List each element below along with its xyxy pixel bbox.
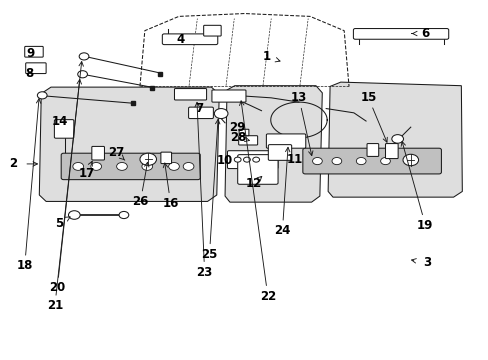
- FancyBboxPatch shape: [26, 63, 46, 73]
- Circle shape: [119, 211, 128, 219]
- Text: 8: 8: [25, 67, 34, 80]
- Text: 29: 29: [229, 121, 245, 134]
- FancyBboxPatch shape: [211, 90, 245, 102]
- FancyBboxPatch shape: [25, 46, 43, 57]
- Circle shape: [312, 157, 322, 165]
- Text: 19: 19: [416, 219, 433, 231]
- Circle shape: [73, 162, 83, 170]
- Circle shape: [140, 153, 156, 165]
- Text: 24: 24: [274, 224, 290, 237]
- Polygon shape: [39, 87, 219, 202]
- Text: 28: 28: [230, 131, 246, 144]
- Text: 9: 9: [26, 47, 35, 60]
- Text: 27: 27: [108, 146, 124, 159]
- Text: 10: 10: [217, 154, 233, 167]
- Circle shape: [168, 162, 179, 170]
- Polygon shape: [224, 86, 322, 202]
- Text: 13: 13: [290, 91, 306, 104]
- Circle shape: [234, 157, 241, 162]
- Text: 1: 1: [262, 50, 270, 63]
- Text: 22: 22: [259, 289, 275, 303]
- Circle shape: [183, 162, 194, 170]
- Circle shape: [391, 135, 403, 143]
- FancyBboxPatch shape: [238, 136, 257, 145]
- FancyBboxPatch shape: [203, 25, 221, 36]
- Circle shape: [142, 162, 152, 170]
- Text: 11: 11: [286, 153, 303, 166]
- Text: 4: 4: [176, 33, 184, 46]
- FancyBboxPatch shape: [162, 34, 217, 45]
- Polygon shape: [327, 82, 461, 197]
- FancyBboxPatch shape: [237, 155, 278, 184]
- Circle shape: [79, 53, 89, 60]
- FancyBboxPatch shape: [61, 153, 200, 180]
- Text: 17: 17: [78, 167, 94, 180]
- Text: 14: 14: [51, 114, 68, 127]
- Text: 6: 6: [420, 27, 428, 40]
- Circle shape: [404, 157, 414, 165]
- Circle shape: [78, 71, 87, 78]
- Text: 3: 3: [422, 256, 430, 269]
- Circle shape: [214, 109, 227, 118]
- Text: 5: 5: [55, 217, 63, 230]
- Text: 15: 15: [360, 91, 376, 104]
- Circle shape: [116, 162, 127, 170]
- FancyBboxPatch shape: [188, 107, 213, 118]
- FancyBboxPatch shape: [174, 89, 206, 100]
- Text: 7: 7: [195, 102, 203, 115]
- Circle shape: [68, 211, 80, 219]
- FancyBboxPatch shape: [266, 134, 305, 148]
- FancyBboxPatch shape: [302, 148, 441, 174]
- FancyBboxPatch shape: [161, 152, 171, 163]
- Circle shape: [252, 157, 259, 162]
- Circle shape: [91, 162, 102, 170]
- FancyBboxPatch shape: [227, 151, 278, 168]
- Text: 2: 2: [9, 157, 18, 170]
- Circle shape: [380, 157, 389, 165]
- Text: 18: 18: [17, 259, 33, 272]
- Circle shape: [356, 157, 366, 165]
- Text: 20: 20: [49, 282, 65, 294]
- Text: 21: 21: [47, 299, 63, 312]
- Text: 16: 16: [162, 197, 179, 210]
- FancyBboxPatch shape: [239, 129, 248, 136]
- Circle shape: [331, 157, 341, 165]
- Text: 25: 25: [201, 248, 217, 261]
- FancyBboxPatch shape: [366, 144, 378, 157]
- Circle shape: [37, 92, 47, 99]
- FancyBboxPatch shape: [54, 120, 74, 138]
- FancyBboxPatch shape: [353, 28, 448, 39]
- Text: 12: 12: [245, 177, 262, 190]
- Text: 23: 23: [196, 266, 212, 279]
- Text: 26: 26: [132, 195, 148, 208]
- FancyBboxPatch shape: [385, 144, 397, 158]
- Circle shape: [243, 157, 250, 162]
- Circle shape: [402, 154, 418, 166]
- FancyBboxPatch shape: [92, 147, 104, 160]
- FancyBboxPatch shape: [268, 145, 291, 160]
